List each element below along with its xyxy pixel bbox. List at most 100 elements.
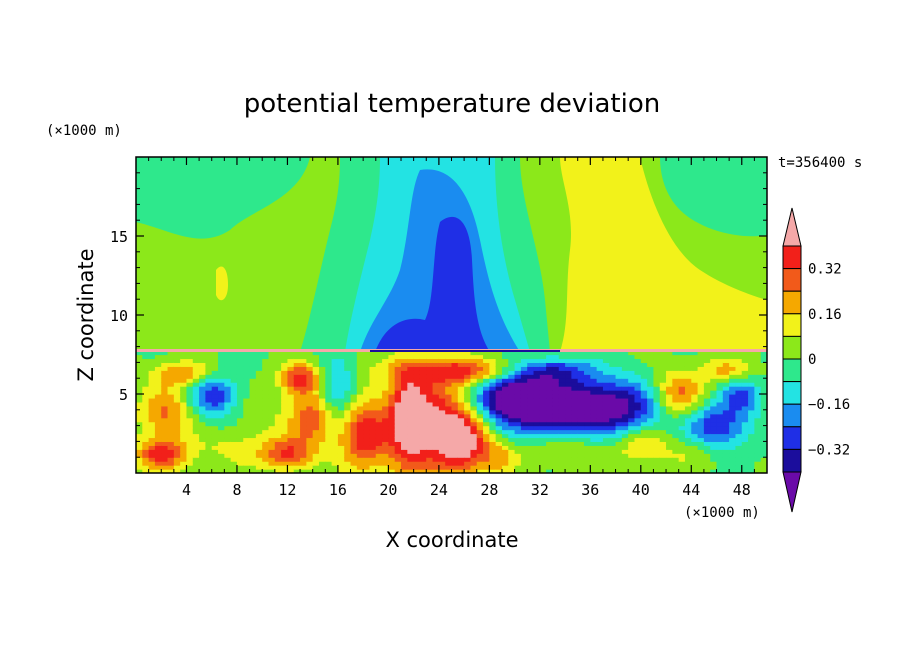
contour-cell xyxy=(571,397,579,403)
contour-cell xyxy=(274,409,282,415)
contour-cell xyxy=(173,378,181,383)
contour-cell xyxy=(356,465,364,470)
contour-cell xyxy=(697,352,705,356)
contour-cell xyxy=(255,425,263,431)
contour-cell xyxy=(173,449,181,454)
contour-cell xyxy=(722,441,730,446)
contour-cell xyxy=(514,382,522,387)
contour-cell xyxy=(218,378,225,383)
contour-cell xyxy=(565,405,572,411)
contour-cell xyxy=(647,417,655,423)
contour-cell xyxy=(697,386,705,391)
contour-cell xyxy=(527,421,535,427)
contour-cell xyxy=(628,386,636,391)
contour-cell xyxy=(457,386,465,391)
contour-cell xyxy=(369,413,377,419)
contour-cell xyxy=(640,409,648,415)
contour-cell xyxy=(205,409,213,415)
contour-cell xyxy=(180,390,188,395)
contour-cell xyxy=(476,382,484,387)
contour-cell xyxy=(388,441,396,446)
contour-cell xyxy=(741,469,749,473)
contour-cell xyxy=(615,433,623,439)
contour-cell xyxy=(426,397,434,403)
contour-cell xyxy=(401,461,408,466)
contour-cell xyxy=(287,421,295,427)
contour-cell xyxy=(211,413,219,419)
contour-cell xyxy=(552,386,560,391)
contour-cell xyxy=(205,441,213,446)
contour-cell xyxy=(401,437,408,442)
contour-cell xyxy=(584,362,591,367)
contour-cell xyxy=(558,461,566,466)
contour-cell xyxy=(249,378,257,383)
contour-cell xyxy=(565,378,572,383)
contour-cell xyxy=(312,421,320,427)
contour-cell xyxy=(154,405,162,411)
contour-cell xyxy=(748,461,755,466)
contour-cell xyxy=(546,465,554,470)
contour-cell xyxy=(344,421,352,427)
contour-cell xyxy=(281,437,289,442)
contour-cell xyxy=(394,441,402,446)
contour-cell xyxy=(394,397,402,403)
contour-cell xyxy=(306,449,314,454)
contour-cell xyxy=(300,409,307,415)
contour-cell xyxy=(268,405,276,411)
contour-cell xyxy=(218,417,225,423)
contour-cell xyxy=(161,469,169,473)
contour-cell xyxy=(375,397,383,403)
contour-cell xyxy=(596,378,604,383)
contour-cell xyxy=(407,382,415,387)
contour-cell xyxy=(419,386,427,391)
contour-cell xyxy=(539,405,547,411)
contour-cell xyxy=(672,382,680,387)
contour-cell xyxy=(344,425,352,431)
contour-cell xyxy=(382,378,389,383)
contour-cell xyxy=(161,366,169,371)
contour-cell xyxy=(394,421,402,427)
contour-cell xyxy=(520,366,528,371)
contour-cell xyxy=(274,413,282,419)
contour-cell xyxy=(684,469,692,473)
contour-cell xyxy=(312,429,320,435)
contour-cell xyxy=(249,362,257,367)
contour-cell xyxy=(363,401,371,407)
contour-cell xyxy=(520,352,528,356)
contour-cell xyxy=(501,457,509,462)
contour-cell xyxy=(691,374,699,379)
contour-cell xyxy=(590,390,598,395)
contour-cell xyxy=(647,405,655,411)
contour-cell xyxy=(703,362,711,367)
contour-cell xyxy=(558,352,566,356)
contour-cell xyxy=(495,382,503,387)
contour-cell xyxy=(577,441,585,446)
contour-cell xyxy=(520,433,528,439)
contour-cell xyxy=(710,417,718,423)
contour-cell xyxy=(142,382,150,387)
contour-cell xyxy=(224,397,232,403)
contour-cell xyxy=(318,382,326,387)
contour-cell xyxy=(647,425,655,431)
contour-cell xyxy=(205,397,213,403)
contour-cell xyxy=(432,352,440,356)
contour-cell xyxy=(262,449,270,454)
contour-cell xyxy=(205,445,213,450)
contour-cell xyxy=(356,449,364,454)
contour-cell xyxy=(173,405,181,411)
contour-cell xyxy=(432,401,440,407)
contour-cell xyxy=(716,425,724,431)
contour-cell xyxy=(584,445,591,450)
contour-cell xyxy=(318,441,326,446)
contour-cell xyxy=(710,362,718,367)
contour-cell xyxy=(401,405,408,411)
contour-cell xyxy=(508,390,516,395)
contour-cell xyxy=(501,354,509,360)
contour-cell xyxy=(243,465,251,470)
contour-cell xyxy=(520,453,528,458)
contour-cell xyxy=(167,401,175,407)
contour-cell xyxy=(634,366,642,371)
contour-cell xyxy=(401,394,408,399)
contour-cell xyxy=(729,433,737,439)
contour-cell xyxy=(615,429,623,435)
